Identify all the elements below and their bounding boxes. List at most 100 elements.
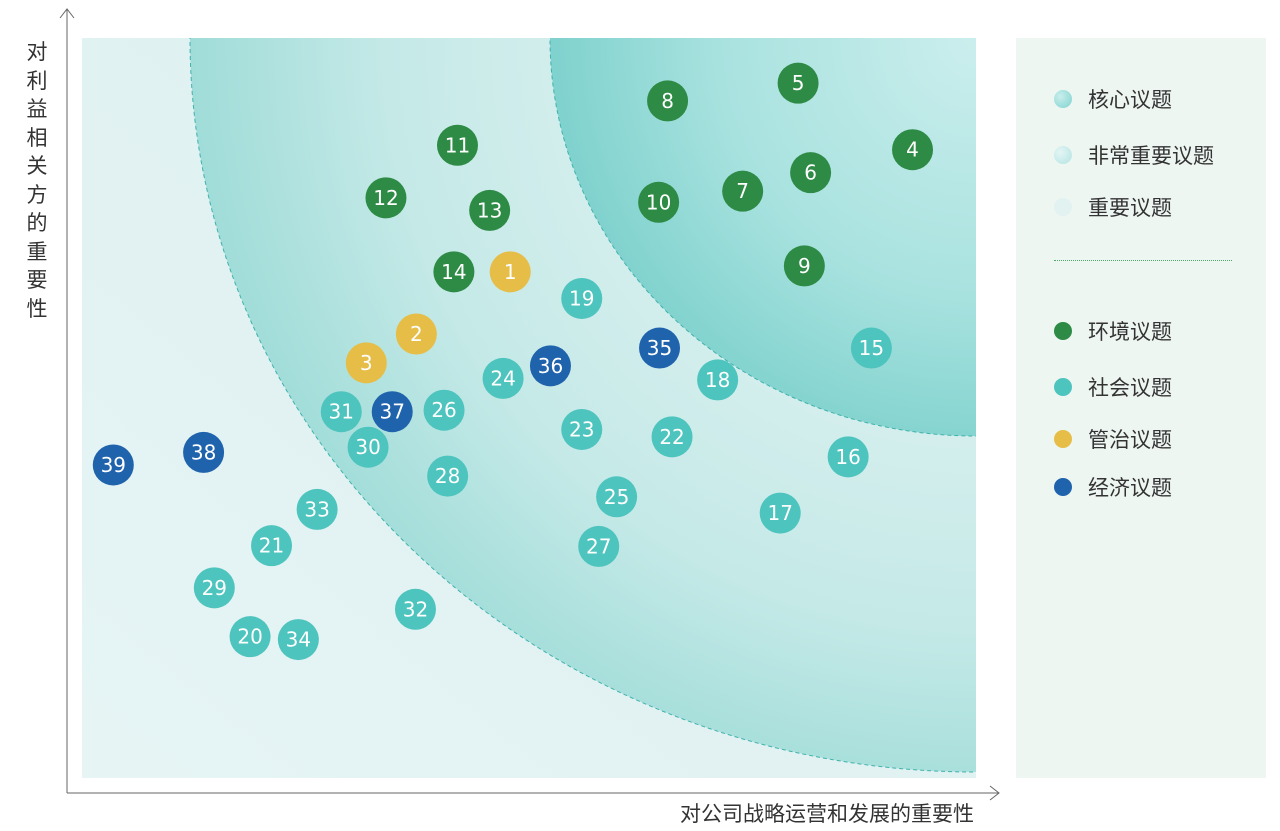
legend-dot	[1054, 322, 1072, 340]
point-32	[394, 588, 436, 630]
point-label-30: 30	[355, 435, 380, 459]
y-axis-arrow-icon	[59, 8, 75, 19]
point-34	[277, 619, 319, 661]
legend-category-env: 环境议题	[1054, 316, 1172, 346]
point-label-23: 23	[569, 417, 594, 441]
point-label-15: 15	[859, 336, 884, 360]
point-label-28: 28	[435, 464, 460, 488]
point-12	[365, 177, 407, 219]
point-label-25: 25	[604, 485, 629, 509]
y-axis-label: 对利益相关方的重要性	[26, 40, 48, 321]
point-20	[229, 616, 271, 658]
legend-label: 重要议题	[1088, 196, 1172, 220]
legend-dot	[1054, 378, 1072, 396]
point-label-24: 24	[490, 366, 515, 390]
point-36	[529, 345, 571, 387]
point-35	[639, 327, 681, 369]
point-label-22: 22	[659, 425, 684, 449]
point-label-4: 4	[906, 138, 919, 162]
point-24	[482, 357, 524, 399]
point-9	[783, 245, 825, 287]
legend-zone-core: 核心议题	[1054, 84, 1172, 114]
point-label-36: 36	[538, 354, 563, 378]
point-label-8: 8	[661, 89, 674, 113]
point-11	[436, 124, 478, 166]
point-label-21: 21	[259, 534, 284, 558]
point-28	[427, 455, 469, 497]
point-label-31: 31	[329, 400, 354, 424]
point-label-6: 6	[804, 161, 817, 185]
point-label-13: 13	[477, 198, 502, 222]
legend-zone-important: 重要议题	[1054, 192, 1172, 222]
point-8	[647, 80, 689, 122]
point-31	[320, 391, 362, 433]
point-label-3: 3	[360, 351, 373, 375]
point-21	[251, 525, 293, 567]
point-4	[892, 129, 934, 171]
point-label-10: 10	[646, 190, 671, 214]
point-29	[193, 567, 235, 609]
legend-dot	[1054, 90, 1072, 108]
point-label-5: 5	[792, 71, 805, 95]
point-label-35: 35	[647, 336, 672, 360]
point-1	[489, 251, 531, 293]
point-label-7: 7	[736, 179, 749, 203]
legend-zone-very-important: 非常重要议题	[1054, 140, 1214, 170]
point-23	[561, 408, 603, 450]
point-label-34: 34	[286, 628, 311, 652]
point-label-33: 33	[304, 497, 329, 521]
legend-label: 管治议题	[1088, 428, 1172, 452]
point-label-12: 12	[373, 186, 398, 210]
legend-category-gov: 管治议题	[1054, 424, 1172, 454]
point-3	[345, 342, 387, 384]
legend-dot	[1054, 198, 1072, 216]
scatter-chart: 1234567891011121314151617181920212223242…	[59, 8, 1000, 801]
point-19	[561, 277, 603, 319]
point-38	[183, 431, 225, 473]
point-label-27: 27	[586, 534, 611, 558]
point-label-11: 11	[445, 133, 470, 157]
point-13	[469, 189, 511, 231]
point-label-38: 38	[191, 440, 216, 464]
legend-divider	[1054, 260, 1232, 261]
point-label-26: 26	[431, 398, 456, 422]
legend-label: 环境议题	[1088, 320, 1172, 344]
point-30	[347, 426, 389, 468]
point-label-37: 37	[379, 400, 404, 424]
point-14	[433, 251, 475, 293]
legend-category-econ: 经济议题	[1054, 472, 1172, 502]
x-axis-label: 对公司战略运营和发展的重要性	[680, 802, 974, 826]
point-6	[790, 152, 832, 194]
legend-dot	[1054, 478, 1072, 496]
point-39	[92, 444, 134, 486]
point-label-20: 20	[237, 625, 262, 649]
legend-category-social: 社会议题	[1054, 372, 1172, 402]
point-25	[596, 476, 638, 518]
point-label-2: 2	[410, 322, 423, 346]
point-16	[827, 436, 869, 478]
zone-layers	[82, 38, 976, 778]
point-26	[423, 389, 465, 431]
point-label-39: 39	[101, 453, 126, 477]
legend-label: 核心议题	[1088, 88, 1172, 112]
point-5	[777, 62, 819, 104]
legend-label: 社会议题	[1088, 376, 1172, 400]
point-18	[697, 359, 739, 401]
point-10	[638, 181, 680, 223]
point-label-16: 16	[835, 445, 860, 469]
point-37	[371, 391, 413, 433]
point-label-9: 9	[798, 254, 811, 278]
point-7	[722, 170, 764, 212]
point-label-18: 18	[705, 368, 730, 392]
point-label-1: 1	[504, 260, 517, 284]
data-points: 1234567891011121314151617181920212223242…	[92, 62, 934, 661]
point-label-29: 29	[202, 576, 227, 600]
point-22	[651, 416, 693, 458]
point-15	[850, 327, 892, 369]
point-label-17: 17	[767, 501, 792, 525]
legend: 核心议题 非常重要议题 重要议题 环境议题 社会议题 管治议题 经济议题	[1016, 38, 1266, 778]
point-label-14: 14	[441, 260, 466, 284]
point-17	[759, 492, 801, 534]
legend-label: 非常重要议题	[1088, 144, 1214, 168]
point-2	[395, 313, 437, 355]
